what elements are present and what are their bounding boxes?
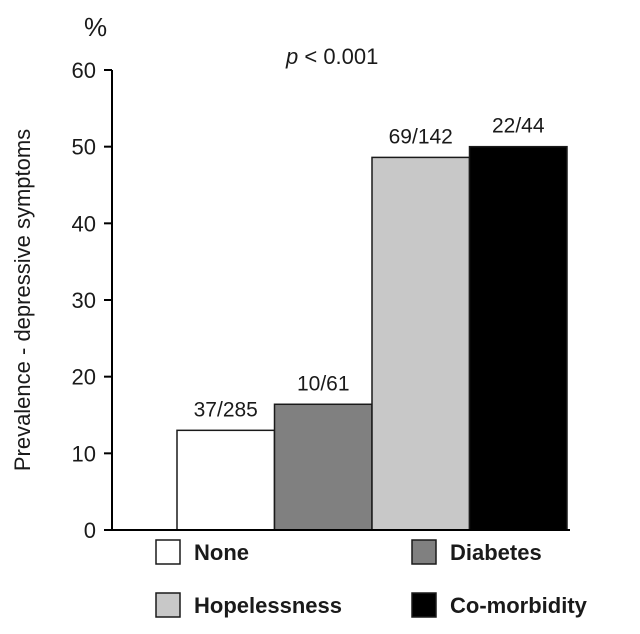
bar-none xyxy=(176,429,276,531)
y-axis-ticks: 0 10 20 30 40 50 60 xyxy=(72,58,112,543)
data-labels: 37/285 10/61 69/142 22/44 xyxy=(194,115,545,422)
legend-label: Co-morbidity xyxy=(450,593,588,618)
legend-swatch xyxy=(155,592,181,618)
bar-co-morbidity xyxy=(468,145,568,531)
data-label: 37/285 xyxy=(194,398,258,421)
legend-swatch xyxy=(411,592,437,618)
y-tick-label: 40 xyxy=(72,211,96,236)
y-tick-label: 10 xyxy=(72,441,96,466)
p-symbol: p xyxy=(285,44,298,69)
data-label: 22/44 xyxy=(492,115,545,138)
p-value: < 0.001 xyxy=(298,44,378,69)
legend-label: Hopelessness xyxy=(194,593,342,618)
y-tick-label: 50 xyxy=(72,135,96,160)
legend-label: None xyxy=(194,540,249,565)
legend-swatch xyxy=(411,539,437,565)
y-tick-label: 0 xyxy=(84,518,96,543)
legend-label: Diabetes xyxy=(450,540,542,565)
y-tick-label: 20 xyxy=(72,365,96,390)
y-axis-label: Prevalence - depressive symptoms xyxy=(10,129,35,471)
bars xyxy=(176,145,568,531)
data-label: 10/61 xyxy=(297,372,350,395)
data-label: 69/142 xyxy=(389,125,453,148)
y-unit-label: % xyxy=(84,12,107,42)
significance-annotation: p < 0.001 xyxy=(285,44,378,69)
legend: None Diabetes Hopelessness Co-morbidity xyxy=(155,539,588,618)
y-tick-label: 60 xyxy=(72,58,96,83)
bar-diabetes xyxy=(273,403,373,531)
legend-swatch xyxy=(155,539,181,565)
bar-hopelessness xyxy=(371,156,471,531)
y-tick-label: 30 xyxy=(72,288,96,313)
